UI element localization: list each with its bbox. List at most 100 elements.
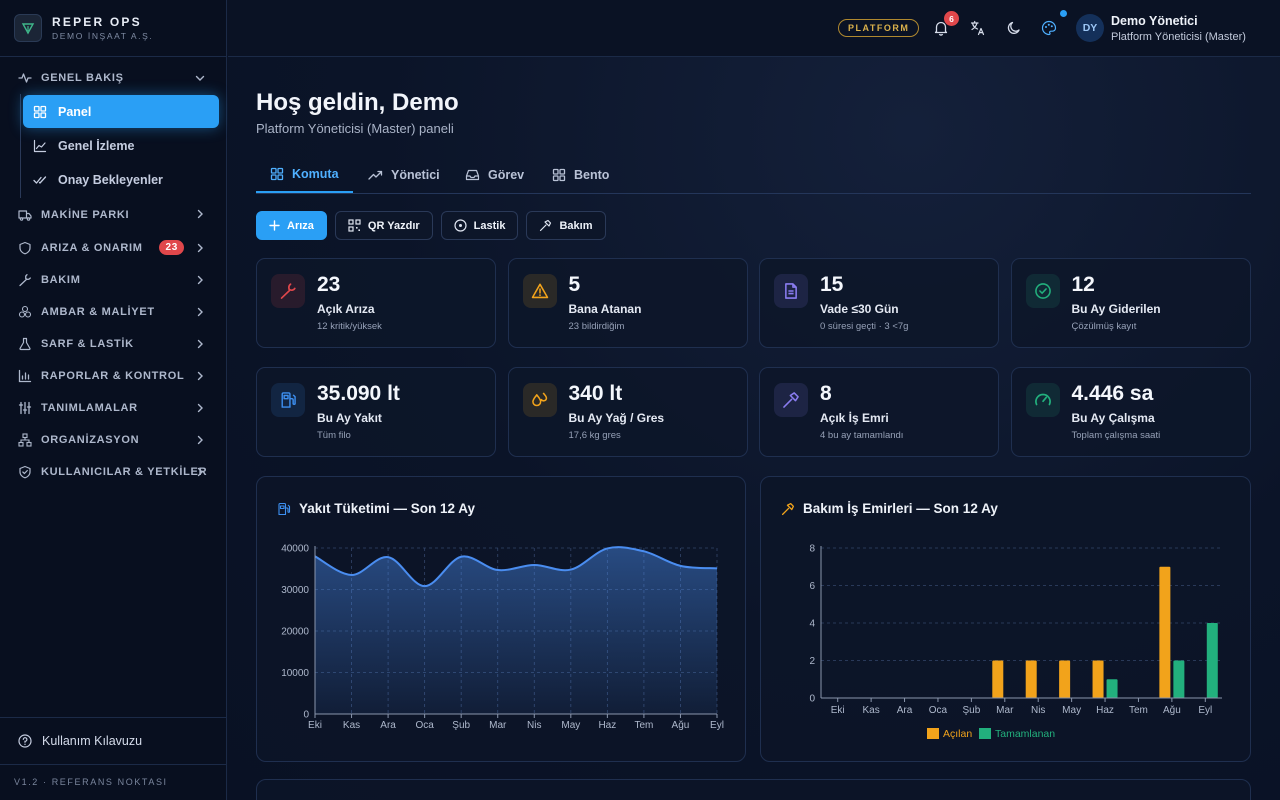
page-title: Hoş geldin, Demo	[256, 89, 459, 116]
bar-tamamlanan[interactable]	[1173, 660, 1185, 699]
grid-icon	[552, 168, 566, 182]
user-name[interactable]: Demo Yönetici	[1111, 14, 1198, 28]
bar-açılan[interactable]	[1092, 660, 1104, 699]
stat-value: 340 lt	[568, 382, 623, 405]
stat-label: Bu Ay Yağ / Gres	[568, 411, 665, 425]
stat-label: Bu Ay Yakıt	[317, 411, 382, 425]
stat-card[interactable]: 8 Açık İş Emri 4 bu ay tamamlandı	[759, 367, 999, 457]
platform-badge[interactable]: PLATFORM	[838, 19, 920, 37]
x-tick-label: Ağu	[672, 720, 690, 731]
palette-icon[interactable]	[1040, 19, 1058, 37]
page-subtitle: Platform Yöneticisi (Master) paneli	[256, 121, 454, 136]
sidebar-item-genel-izleme[interactable]: Genel İzleme	[23, 129, 219, 162]
bar-açılan[interactable]	[1159, 566, 1171, 698]
droplets-icon	[531, 392, 547, 407]
button-label: QR Yazdır	[367, 219, 420, 232]
maintenance-button[interactable]: Bakım	[526, 211, 606, 240]
fuel-icon	[281, 392, 296, 408]
tab-bento[interactable]: Bento	[538, 157, 623, 193]
x-tick-label: May	[1062, 705, 1081, 716]
nav-group-ariza-onarim[interactable]: ARIZA & ONARIM 23	[0, 232, 226, 264]
bar-açılan[interactable]	[1059, 660, 1071, 699]
chevron-right-icon	[197, 209, 203, 219]
stat-label: Açık Arıza	[317, 302, 375, 316]
sliders-icon	[18, 401, 32, 415]
legend-label[interactable]: Açılan	[943, 728, 972, 740]
stat-card[interactable]: 340 lt Bu Ay Yağ / Gres 17,6 kg gres	[507, 367, 748, 457]
nav-group-raporlar-kontrol[interactable]: RAPORLAR & KONTROL	[0, 360, 226, 392]
chevron-right-icon	[197, 275, 203, 285]
qr-print-button[interactable]: QR Yazdır	[334, 211, 433, 240]
stat-icon-box	[1025, 383, 1060, 417]
chevron-right-icon	[197, 435, 203, 445]
nav-group-sarf-lasti-k[interactable]: SARF & LASTİK	[0, 328, 226, 360]
flask-icon	[19, 337, 31, 351]
stat-card[interactable]: 23 Açık Arıza 12 kritik/yüksek	[256, 258, 496, 348]
nav-group-label: AMBAR & MALİYET	[41, 306, 155, 318]
sidebar-item-label: Genel İzleme	[58, 138, 135, 153]
quick-actions: Arıza QR Yazdır Lastik Bakım	[256, 211, 606, 240]
nav-group-bakim[interactable]: BAKIM	[0, 264, 226, 296]
tab-gorev[interactable]: Görev	[451, 157, 538, 193]
bar-tamamlanan[interactable]	[1206, 623, 1218, 698]
fuel-area	[315, 547, 717, 714]
y-tick-label: 8	[809, 544, 815, 555]
nav-group-organi-zasyon[interactable]: ORGANİZASYON	[0, 424, 226, 456]
nav-group-maki-ne-parki[interactable]: MAKİNE PARKI	[0, 198, 226, 232]
stat-subtext: 4 bu ay tamamlandı	[820, 430, 904, 441]
nav-group-label: BAKIM	[41, 274, 81, 286]
fuel-chart-title: Yakıt Tüketimi — Son 12 Ay	[277, 501, 475, 516]
x-tick-label: Ara	[897, 705, 913, 716]
bell-icon[interactable]	[932, 19, 950, 37]
plus-icon	[269, 220, 280, 231]
nav-group-overview[interactable]: GENEL BAKIŞ	[0, 62, 226, 94]
nav-group-ambar-mali-yet[interactable]: AMBAR & MALİYET	[0, 296, 226, 328]
nav-group-label: KULLANICILAR & YETKİLER	[41, 466, 208, 478]
stat-subtext: Toplam çalışma saati	[1071, 430, 1161, 441]
help-circle-icon	[18, 734, 32, 748]
y-tick-label: 30000	[281, 585, 309, 596]
x-tick-label: Eyl	[710, 720, 724, 731]
tab-yonetici[interactable]: Yönetici	[354, 157, 454, 193]
sidebar-item-onay-bekleyenler[interactable]: Onay Bekleyenler	[23, 163, 219, 196]
stat-card[interactable]: 5 Bana Atanan 23 bildirdiğim	[507, 258, 748, 348]
tire-icon	[454, 219, 467, 232]
stat-value: 23	[317, 273, 341, 296]
bar-tamamlanan[interactable]	[1106, 679, 1118, 698]
brand-subtitle: DEMO İNŞAAT A.Ş.	[52, 31, 154, 41]
tab-komuta[interactable]: Komuta	[256, 157, 353, 193]
legend-label[interactable]: Tamamlanan	[995, 728, 1055, 740]
chevron-right-icon	[197, 243, 203, 253]
stat-icon-box	[522, 274, 557, 308]
translate-icon[interactable]	[969, 19, 987, 37]
stat-label: Açık İş Emri	[820, 411, 889, 425]
nav-group-tanimlamalar[interactable]: TANIMLAMALAR	[0, 392, 226, 424]
help-link[interactable]: Kullanım Kılavuzu	[0, 717, 226, 765]
new-ariza-button[interactable]: Arıza	[256, 211, 327, 240]
shield-icon	[19, 241, 31, 255]
brand[interactable]: REPER OPS DEMO İNŞAAT A.Ş.	[0, 0, 226, 57]
org-chart-icon	[18, 433, 32, 447]
nav-group-label: MAKİNE PARKI	[41, 209, 130, 221]
x-tick-label: Eki	[831, 705, 845, 716]
moon-icon[interactable]	[1005, 19, 1023, 37]
bar-açılan[interactable]	[1025, 660, 1037, 699]
stat-card[interactable]: 12 Bu Ay Giderilen Çözülmüş kayıt	[1010, 258, 1251, 348]
stat-label: Bana Atanan	[568, 302, 642, 316]
stat-card[interactable]: 35.090 lt Bu Ay Yakıt Tüm filo	[256, 367, 496, 457]
fuel-icon	[278, 502, 291, 515]
legend-swatch	[979, 728, 991, 739]
legend-swatch	[927, 728, 939, 739]
stat-subtext: 23 bildirdiğim	[568, 321, 625, 332]
stat-card[interactable]: 4.446 sa Bu Ay Çalışma Toplam çalışma saat…	[1010, 367, 1251, 457]
bar-açılan[interactable]	[992, 660, 1004, 699]
tire-button[interactable]: Lastik	[440, 211, 519, 240]
sidebar-item-panel[interactable]: Panel	[23, 95, 219, 128]
fuel-chart-panel: Yakıt Tüketimi — Son 12 Ay 0 10000 20000 30…	[256, 476, 746, 762]
alert-triangle-icon	[531, 283, 548, 299]
x-tick-label: Mar	[489, 720, 507, 731]
avatar[interactable]: DY	[1076, 14, 1104, 42]
nav-group-kullanicilar-yetki-ler[interactable]: KULLANICILAR & YETKİLER	[0, 456, 226, 488]
sidebar-nav: GENEL BAKIŞ Panel Genel İzleme Onay Bekl…	[0, 62, 226, 488]
stat-card[interactable]: 15 Vade ≤30 Gün 0 süresi geçti · 3 <7g	[759, 258, 999, 348]
